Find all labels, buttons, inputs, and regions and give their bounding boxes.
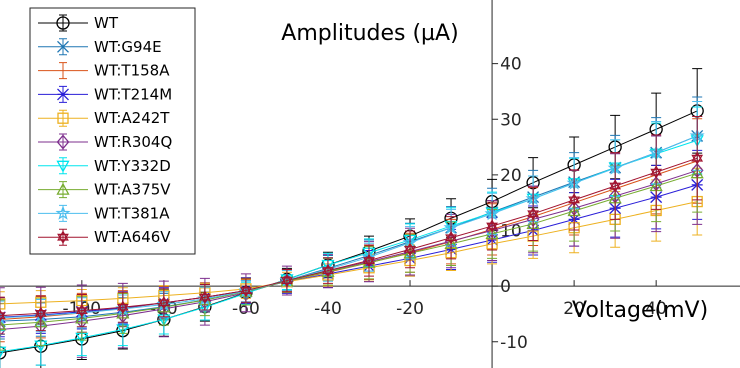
y-tick-label: 0 [500, 277, 511, 297]
data-point [157, 296, 170, 310]
data-point [486, 219, 498, 233]
series-line [0, 157, 698, 317]
data-series [0, 68, 705, 368]
legend-marker [56, 16, 70, 30]
data-point [568, 193, 581, 207]
y-tick-label: 30 [500, 110, 522, 130]
legend-item-wt-a242t: WT:A242T [38, 109, 170, 127]
legend-item-wt-t381a: WT:T381A [38, 204, 170, 222]
x-tick-label: -40 [314, 299, 342, 319]
y-tick-label: -10 [500, 333, 528, 353]
data-point [691, 151, 704, 165]
legend-swatch [38, 228, 88, 246]
legend-swatch [38, 181, 88, 199]
chart-title: Amplitudes (µA) [281, 21, 458, 46]
error-bar [0, 300, 5, 336]
legend-label: WT:T214M [94, 85, 172, 103]
data-point [116, 300, 129, 315]
data-point [0, 310, 8, 325]
legend-marker [55, 205, 71, 220]
legend-label: WT:Y332D [94, 157, 171, 175]
x-tick-label: 40 [645, 299, 667, 319]
series-line [0, 135, 698, 319]
legend-swatch [38, 157, 88, 175]
legend-swatch [38, 14, 88, 32]
data-point [0, 346, 7, 360]
series-line [0, 201, 698, 305]
legend-item-wt-r304q: WT:R304Q [38, 133, 172, 151]
legend-marker [56, 160, 70, 173]
data-point [527, 207, 539, 221]
x-tick-label: 20 [563, 299, 585, 319]
x-tick-label: -20 [396, 299, 424, 319]
legend-item-wt: WT [38, 14, 119, 32]
series-line [0, 110, 698, 354]
legend-item-wt-a375v: WT:A375V [38, 181, 171, 199]
legend-item-wt-t158a: WT:T158A [38, 62, 170, 80]
data-point [199, 290, 211, 305]
legend-item-wt-y332d: WT:Y332D [38, 157, 171, 175]
series-wt-a646v [0, 115, 704, 335]
error-bar [0, 296, 5, 335]
error-bar [692, 115, 703, 201]
error-bar [0, 330, 5, 368]
legend-label: WT:G94E [94, 38, 162, 56]
data-point [34, 306, 47, 321]
legend-marker [56, 134, 70, 150]
legend: WT WT:G94E WT:T158A WT:T214M WT:A242T WT:R304… [29, 7, 196, 255]
legend-marker [56, 182, 70, 195]
legend-label: WT [94, 14, 119, 32]
legend-marker [57, 112, 69, 124]
series-line [0, 169, 698, 330]
data-point [0, 318, 7, 331]
legend-label: WT:A242T [94, 109, 170, 127]
error-bar [0, 297, 5, 338]
data-point [0, 309, 6, 323]
data-point [404, 242, 416, 257]
error-bar [0, 299, 5, 351]
series-line [0, 172, 698, 326]
legend-label: WT:R304Q [94, 133, 172, 151]
data-point [609, 179, 622, 193]
legend-item-wt-t214m: WT:T214M [38, 85, 172, 103]
legend-label: WT:A375V [94, 181, 171, 199]
x-axis-label: Voltage(mV) [572, 298, 708, 323]
legend-swatch [38, 109, 88, 127]
data-point [445, 230, 457, 245]
data-point [75, 303, 88, 318]
error-bar [0, 287, 5, 368]
legend-label: WT:T158A [94, 62, 170, 80]
data-point [322, 263, 334, 278]
legend-marker [57, 40, 69, 53]
legend-label: WT:A646V [94, 228, 171, 246]
series-line [0, 135, 698, 322]
legend-swatch [38, 204, 88, 222]
data-point [363, 253, 375, 268]
legend-marker [57, 230, 69, 245]
data-point [240, 283, 252, 298]
data-point [0, 346, 7, 359]
data-point [0, 298, 6, 310]
legend-swatch [38, 133, 88, 151]
legend-swatch [38, 62, 88, 80]
y-tick-label: 20 [500, 166, 522, 186]
legend-item-wt-a646v: WT:A646V [38, 228, 171, 246]
data-point [650, 165, 663, 179]
legend-item-wt-g94e: WT:G94E [38, 38, 162, 56]
data-point [281, 273, 293, 288]
legend-marker [57, 88, 69, 101]
y-tick-label: 40 [500, 55, 522, 75]
series-line [0, 184, 698, 318]
legend-label: WT:T381A [94, 204, 170, 222]
